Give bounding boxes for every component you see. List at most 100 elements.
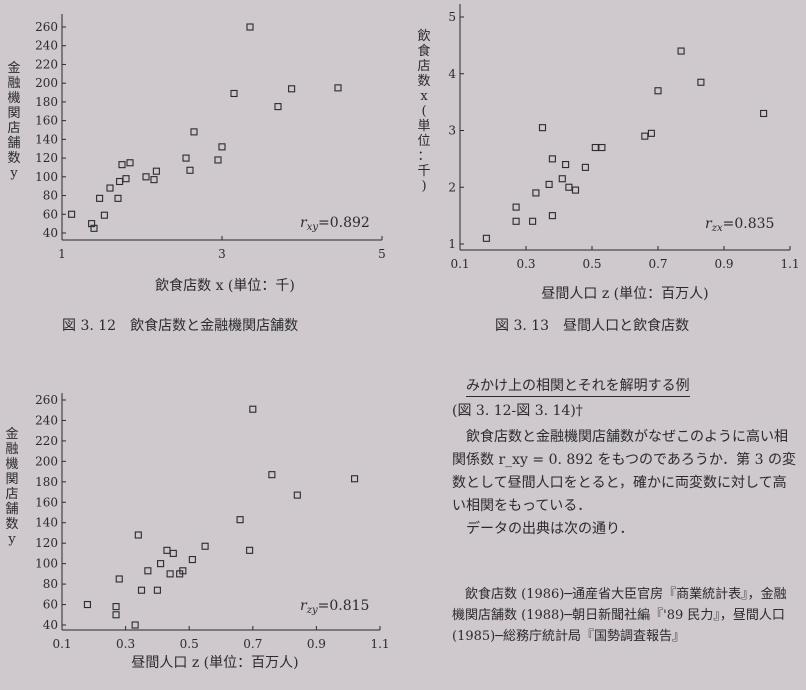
x-tick-label: 1.1 bbox=[780, 257, 799, 271]
y-axis-label-char: 単 bbox=[417, 118, 430, 134]
y-tick-label: 260 bbox=[35, 20, 58, 34]
y-tick-label: 4 bbox=[448, 67, 456, 81]
data-point bbox=[150, 176, 158, 184]
x-tick-label: 1.1 bbox=[370, 637, 389, 651]
data-point bbox=[96, 194, 104, 202]
scatter-chart-fig-3-13: 1 2 3 4 5 0.1 0.3 0.5 0.7 0.9 1.1 昼間人口 z (単位：百万人) 飲食… bbox=[417, 4, 800, 302]
figure-caption-3-13: 図 3. 13 昼間人口と飲食店数 bbox=[495, 318, 690, 334]
data-point bbox=[581, 163, 589, 171]
data-point bbox=[166, 570, 174, 578]
x-tick-label: 0.9 bbox=[714, 257, 733, 271]
y-axis-label-char: y bbox=[9, 166, 18, 181]
data-point bbox=[236, 516, 244, 524]
data-point bbox=[512, 203, 520, 211]
data-point bbox=[142, 173, 150, 181]
y-tick-label: 100 bbox=[35, 557, 58, 571]
data-point bbox=[512, 217, 520, 225]
y-axis-label-char: 店 bbox=[7, 121, 20, 136]
data-point bbox=[565, 183, 573, 191]
data-point bbox=[68, 210, 76, 218]
y-axis-label-char: 店 bbox=[417, 59, 430, 74]
y-axis-label-char: 融 bbox=[7, 76, 20, 91]
y-axis-label-char: 千 bbox=[417, 164, 430, 179]
data-point bbox=[249, 405, 257, 413]
y-tick-label: 140 bbox=[35, 132, 58, 146]
scatter-chart-fig-3-12: 260 240 220 200 180 160 140 120 100 80 60 401 3 5 飲食店数… bbox=[7, 14, 386, 294]
y-tick-label: 200 bbox=[35, 76, 58, 90]
data-point bbox=[88, 220, 96, 228]
y-tick-label: 180 bbox=[35, 95, 58, 109]
y-tick-label: 120 bbox=[35, 536, 58, 550]
y-axis-label-char: ) bbox=[421, 179, 426, 194]
data-point bbox=[153, 586, 161, 594]
x-tick-label: 3 bbox=[218, 247, 226, 261]
data-point bbox=[274, 103, 282, 111]
data-point bbox=[188, 555, 196, 564]
data-point bbox=[532, 189, 540, 197]
y-tick-label: 80 bbox=[43, 189, 58, 203]
data-point bbox=[545, 180, 553, 188]
y-tick-label: 1 bbox=[448, 237, 456, 251]
note-paragraph: 飲食店数と金融機関店舗数がなぜこのように高い相関係数 r_xy = 0. 892… bbox=[452, 429, 796, 514]
x-tick-label: 5 bbox=[378, 247, 386, 261]
data-point bbox=[598, 143, 606, 152]
y-axis-label-char: 金 bbox=[7, 60, 20, 76]
data-point bbox=[654, 87, 662, 95]
y-axis-label-char: 食 bbox=[417, 43, 430, 59]
data-point bbox=[677, 47, 685, 55]
data-point bbox=[641, 132, 649, 140]
x-tick-label: 0.9 bbox=[307, 637, 326, 651]
y-axis-label-char: 金 bbox=[5, 426, 18, 442]
y-axis-label-char: 関 bbox=[5, 472, 18, 487]
x-axis-label: 飲食店数 x (単位：千) bbox=[155, 277, 295, 294]
data-point bbox=[230, 89, 238, 98]
data-point bbox=[112, 611, 120, 619]
y-axis-label-char: ( bbox=[421, 104, 426, 119]
y-tick-label: 80 bbox=[43, 577, 58, 591]
y-axis-label-char: 位 bbox=[417, 134, 430, 149]
data-point bbox=[186, 166, 194, 174]
x-tick-label: 0.7 bbox=[648, 257, 667, 271]
data-point bbox=[548, 155, 556, 163]
data-point bbox=[201, 542, 209, 550]
note-figure-ref: (図 3. 12-図 3. 14)† bbox=[452, 403, 583, 419]
y-axis-label-char: y bbox=[7, 532, 16, 547]
y-axis-label-char: 舗 bbox=[7, 136, 20, 151]
y-axis-label-char: 店 bbox=[5, 487, 18, 502]
data-point bbox=[137, 586, 146, 594]
y-axis-label-char: 数 bbox=[7, 151, 20, 166]
x-axis-label: 昼間人口 z (単位：百万人) bbox=[541, 286, 708, 302]
data-point bbox=[562, 161, 570, 169]
y-axis-label-char: 数 bbox=[5, 517, 18, 532]
y-tick-label: 2 bbox=[448, 180, 456, 194]
data-point bbox=[246, 546, 254, 554]
y-tick-label: 240 bbox=[35, 39, 58, 53]
y-tick-label: 60 bbox=[43, 207, 58, 221]
correlation-annotation: rxy=0.892 bbox=[300, 215, 370, 233]
y-axis-label-char: 舗 bbox=[5, 502, 18, 517]
data-point bbox=[100, 211, 108, 219]
data-point bbox=[760, 109, 768, 118]
data-point bbox=[112, 603, 120, 611]
x-tick-label: 0.5 bbox=[180, 637, 199, 651]
scatter-chart-fig-3-14: 260 240 220 200 180 160 140 120 100 80 60 40 0.1 0.3 0… bbox=[5, 393, 390, 671]
y-tick-label: 160 bbox=[35, 114, 58, 128]
data-point bbox=[591, 143, 599, 152]
x-tick-label: 0.1 bbox=[450, 257, 469, 271]
data-point bbox=[558, 175, 566, 183]
data-point bbox=[351, 475, 359, 483]
y-tick-label: 3 bbox=[448, 124, 456, 138]
figure-caption-3-12: 図 3. 12 飲食店数と金融機関店舗数 bbox=[62, 318, 299, 334]
y-tick-label: 200 bbox=[35, 454, 58, 468]
data-point bbox=[538, 124, 547, 132]
note-body: 飲食店数と金融機関店舗数がなぜこのように高い相関係数 r_xy = 0. 892… bbox=[452, 426, 797, 541]
y-tick-label: 140 bbox=[35, 516, 58, 530]
y-tick-label: 5 bbox=[448, 10, 456, 24]
y-tick-label: 220 bbox=[35, 57, 58, 71]
data-point bbox=[144, 567, 152, 575]
data-point bbox=[118, 161, 126, 169]
y-tick-label: 40 bbox=[43, 226, 58, 240]
note-title: みかけ上の相関とそれを解明する例 bbox=[466, 375, 690, 397]
data-point bbox=[548, 212, 556, 220]
